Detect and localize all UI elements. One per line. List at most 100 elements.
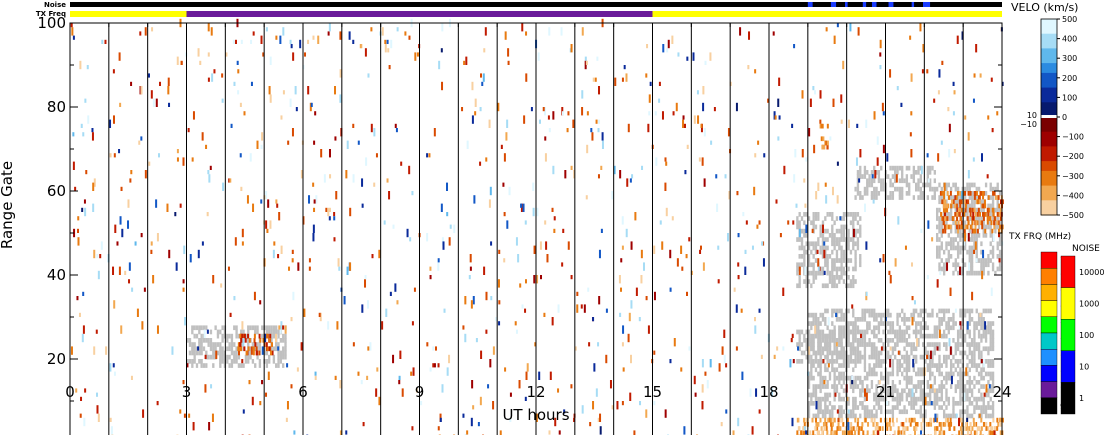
echo-cell: [970, 225, 972, 230]
echo-cell: [490, 187, 492, 195]
ground-scatter-cell: [831, 363, 833, 368]
ground-scatter-cell: [899, 166, 901, 171]
ground-scatter-cell: [957, 246, 959, 251]
ground-scatter-cell: [901, 388, 903, 393]
ground-scatter-cell: [840, 363, 842, 368]
echo-cell: [87, 115, 89, 123]
echo-cell: [533, 208, 535, 216]
echo-cell: [581, 107, 583, 115]
ground-scatter-cell: [882, 342, 884, 347]
echo-cell: [83, 418, 85, 426]
echo-cell: [832, 99, 834, 107]
echo-cell: [779, 115, 781, 119]
ground-scatter-cell: [880, 376, 882, 381]
echo-cell: [113, 363, 115, 367]
ground-scatter-cell: [233, 325, 235, 330]
ground-scatter-cell: [228, 346, 230, 351]
ground-scatter-cell: [861, 313, 863, 318]
echo-cell: [673, 111, 675, 115]
ground-scatter-cell: [231, 338, 233, 343]
ground-scatter-cell: [952, 237, 954, 242]
echo-cell: [985, 212, 987, 217]
ground-scatter-cell: [829, 275, 831, 280]
ground-scatter-cell: [840, 262, 842, 267]
echo-cell: [914, 300, 916, 304]
ground-scatter-cell: [920, 355, 922, 360]
echo-cell: [140, 86, 142, 94]
ground-scatter-cell: [871, 351, 873, 356]
ground-scatter-cell: [892, 346, 894, 351]
ground-scatter-cell: [864, 334, 866, 339]
echo-cell: [985, 384, 987, 392]
echo-cell: [79, 313, 81, 317]
ground-scatter-cell: [843, 216, 845, 221]
ground-scatter-cell: [892, 166, 894, 171]
ground-scatter-cell: [235, 359, 237, 364]
echo-cell: [450, 225, 452, 229]
ground-scatter-cell: [896, 372, 898, 377]
echo-cell: [661, 241, 663, 249]
ground-scatter-cell: [198, 325, 200, 330]
ground-scatter-cell: [903, 405, 905, 410]
echo-cell: [376, 367, 378, 371]
ground-scatter-cell: [799, 334, 801, 339]
ground-scatter-cell: [212, 363, 214, 368]
ground-scatter-cell: [810, 241, 812, 246]
ground-scatter-cell: [901, 363, 903, 368]
ground-scatter-cell: [931, 388, 933, 393]
ground-scatter-cell: [931, 372, 933, 377]
echo-cell: [976, 258, 978, 262]
echo-cell: [552, 166, 554, 174]
echo-cell: [954, 149, 956, 153]
ground-scatter-cell: [824, 401, 826, 406]
ground-scatter-cell: [829, 254, 831, 259]
echo-cell: [207, 212, 209, 216]
echo-cell: [991, 426, 993, 431]
ground-scatter-cell: [826, 351, 828, 356]
echo-cell: [239, 342, 241, 347]
ground-scatter-cell: [980, 409, 982, 414]
echo-cell: [145, 170, 147, 178]
ground-scatter-cell: [992, 204, 994, 209]
ground-scatter-cell: [971, 355, 973, 360]
ground-scatter-cell: [282, 351, 284, 356]
ground-scatter-cell: [850, 359, 852, 364]
echo-cell: [269, 346, 271, 351]
echo-cell: [961, 220, 963, 225]
ground-scatter-cell: [880, 321, 882, 326]
ground-scatter-cell: [847, 246, 849, 251]
ground-scatter-cell: [913, 166, 915, 171]
echo-cell: [965, 225, 967, 230]
echo-cell: [241, 40, 243, 44]
echo-cell: [81, 208, 83, 212]
ground-scatter-cell: [270, 325, 272, 330]
ground-scatter-cell: [854, 195, 856, 200]
ground-scatter-cell: [920, 309, 922, 314]
echo-cell: [956, 216, 958, 221]
echo-cell: [956, 225, 958, 230]
ground-scatter-cell: [200, 334, 202, 339]
ground-scatter-cell: [966, 414, 968, 419]
ground-scatter-cell: [908, 191, 910, 196]
echo-cell: [987, 216, 989, 224]
ground-scatter-cell: [875, 351, 877, 356]
ground-scatter-cell: [831, 267, 833, 272]
ground-scatter-cell: [943, 267, 945, 272]
echo-cell: [997, 422, 999, 427]
echo-cell: [977, 212, 979, 217]
echo-cell: [434, 363, 436, 367]
echo-cell: [953, 82, 955, 86]
echo-cell: [412, 321, 414, 325]
ground-scatter-cell: [852, 342, 854, 347]
ground-scatter-cell: [838, 309, 840, 314]
echo-cell: [619, 170, 621, 178]
echo-cell: [606, 309, 608, 313]
echo-cell: [944, 199, 946, 204]
ground-scatter-cell: [817, 342, 819, 347]
ground-scatter-cell: [843, 372, 845, 377]
echo-cell: [736, 304, 738, 312]
echo-cell: [761, 355, 763, 359]
ground-scatter-cell: [803, 246, 805, 251]
echo-cell: [791, 124, 793, 128]
